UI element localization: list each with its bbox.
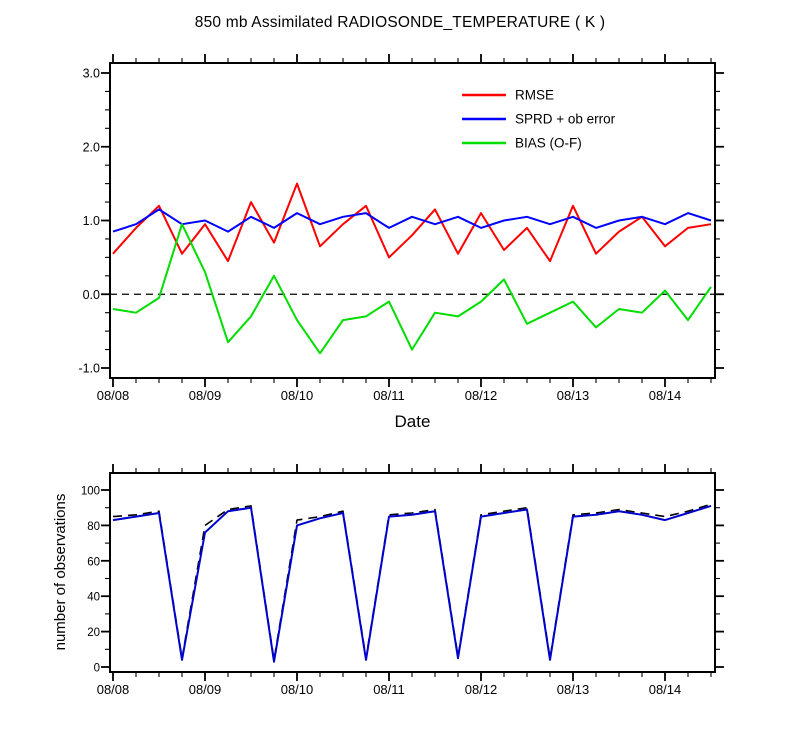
svg-text:3.0: 3.0 <box>83 67 100 81</box>
svg-text:60: 60 <box>87 556 100 568</box>
svg-text:20: 20 <box>87 627 100 639</box>
svg-text:08/09: 08/09 <box>189 388 222 403</box>
svg-text:08/14: 08/14 <box>649 388 682 403</box>
svg-text:40: 40 <box>87 592 100 604</box>
svg-text:08/11: 08/11 <box>373 682 405 697</box>
svg-text:08/12: 08/12 <box>465 682 498 697</box>
svg-text:1.0: 1.0 <box>83 214 100 228</box>
svg-text:08/09: 08/09 <box>189 682 222 697</box>
svg-text:SPRD + ob error: SPRD + ob error <box>515 112 616 127</box>
svg-text:08/10: 08/10 <box>281 388 314 403</box>
svg-text:08/13: 08/13 <box>557 682 590 697</box>
svg-text:08/08: 08/08 <box>97 682 130 697</box>
svg-text:08/10: 08/10 <box>281 682 314 697</box>
svg-text:2.0: 2.0 <box>83 140 100 154</box>
observation-count-chart: 08/08 08/09 08/10 08/11 08/12 08/13 08/14 0 20 40… <box>81 464 724 697</box>
svg-text:0: 0 <box>94 663 100 675</box>
chart-title: 850 mb Assimilated RADIOSONDE_TEMPERATUR… <box>194 14 606 31</box>
svg-text:08/13: 08/13 <box>557 388 590 403</box>
svg-text:08/11: 08/11 <box>373 388 405 403</box>
svg-text:RMSE: RMSE <box>515 88 554 103</box>
svg-text:BIAS (O-F): BIAS (O-F) <box>515 136 582 151</box>
assimilation-statistics-chart: 08/08 08/09 08/10 08/11 08/12 08/13 08/14 -1.0 0… <box>78 54 724 403</box>
svg-text:100: 100 <box>81 486 100 498</box>
svg-text:0.0: 0.0 <box>83 288 100 302</box>
x-axis-title-date: Date <box>394 412 431 431</box>
svg-text:80: 80 <box>87 521 100 533</box>
svg-text:08/14: 08/14 <box>649 682 682 697</box>
svg-text:08/12: 08/12 <box>465 388 498 403</box>
svg-text:08/08: 08/08 <box>97 388 130 403</box>
svg-text:-1.0: -1.0 <box>78 362 100 376</box>
